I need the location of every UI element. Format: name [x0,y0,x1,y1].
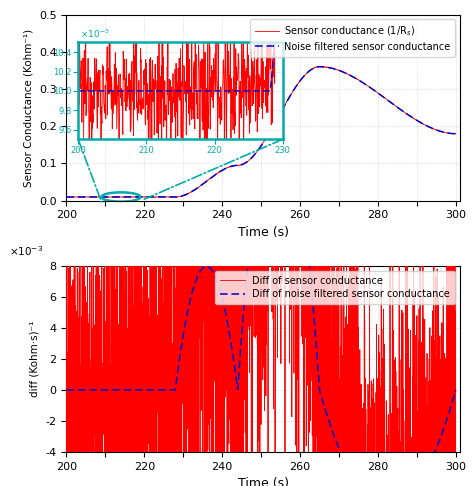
Line: Diff of noise filtered sensor conductance: Diff of noise filtered sensor conductanc… [66,96,456,486]
Text: $\times10^{-3}$: $\times10^{-3}$ [9,244,44,259]
Sensor conductance (1/R$_s$) [371,87,376,93]
Diff of noise filtered sensor conductance [290,128,295,134]
Diff of sensor conductance [120,171,126,176]
Legend: Sensor conductance (1/R$_s$), Noise filtered sensor conductance: Sensor conductance (1/R$_s$), Noise filt… [250,19,455,57]
Noise filtered sensor conductance [453,131,459,137]
Noise filtered sensor conductance [243,160,248,166]
Sensor conductance (1/R$_s$) [453,131,459,137]
Line: Noise filtered sensor conductance: Noise filtered sensor conductance [66,67,456,197]
Diff of sensor conductance [262,156,268,162]
Sensor conductance (1/R$_s$) [64,194,69,200]
Diff of noise filtered sensor conductance [120,387,126,393]
Sensor conductance (1/R$_s$) [83,194,89,200]
Y-axis label: Sensor Conductance (Kohm⁻¹): Sensor Conductance (Kohm⁻¹) [23,29,33,187]
Sensor conductance (1/R$_s$) [147,194,153,200]
Noise filtered sensor conductance [83,194,89,200]
Sensor conductance (1/R$_s$) [243,160,248,166]
Sensor conductance (1/R$_s$) [442,130,448,136]
Noise filtered sensor conductance [64,194,69,200]
Diff of sensor conductance [64,334,69,340]
Line: Diff of sensor conductance: Diff of sensor conductance [66,0,456,486]
Noise filtered sensor conductance [442,130,447,136]
Noise filtered sensor conductance [442,129,447,135]
Legend: Diff of sensor conductance, Diff of noise filtered sensor conductance: Diff of sensor conductance, Diff of nois… [215,271,455,304]
Diff of noise filtered sensor conductance [353,481,359,486]
Diff of noise filtered sensor conductance [262,125,268,131]
Diff of noise filtered sensor conductance [64,387,69,393]
X-axis label: Time (s): Time (s) [237,226,289,239]
Line: Sensor conductance (1/R$_s$): Sensor conductance (1/R$_s$) [66,66,456,197]
Noise filtered sensor conductance [317,64,322,69]
Sensor conductance (1/R$_s$) [317,63,322,69]
X-axis label: Time (s): Time (s) [237,477,289,486]
Diff of noise filtered sensor conductance [205,263,210,269]
Noise filtered sensor conductance [253,150,259,156]
Diff of sensor conductance [110,283,116,289]
Sensor conductance (1/R$_s$) [253,150,259,156]
Diff of noise filtered sensor conductance [276,93,282,99]
Diff of noise filtered sensor conductance [110,387,116,393]
Diff of noise filtered sensor conductance [453,387,458,393]
Noise filtered sensor conductance [370,87,376,93]
Y-axis label: diff (Kohm·s)⁻¹: diff (Kohm·s)⁻¹ [30,321,40,397]
Diff of sensor conductance [453,1,458,7]
Sensor conductance (1/R$_s$) [442,129,447,135]
